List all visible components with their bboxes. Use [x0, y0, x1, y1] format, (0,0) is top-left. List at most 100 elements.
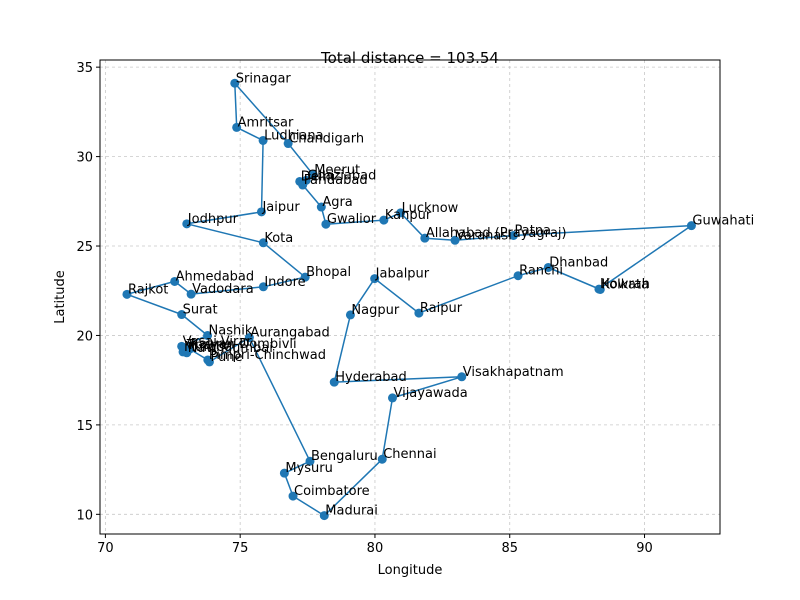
- y-tick-label: 30: [76, 151, 93, 166]
- city-point-bengaluru: [305, 456, 315, 466]
- city-point-varanasi: [450, 235, 460, 245]
- y-tick-label: 15: [76, 419, 93, 434]
- city-label-amritsar: Amritsar: [238, 115, 294, 130]
- city-label-guwahati: Guwahati: [692, 214, 754, 229]
- city-point-dhanbad: [543, 262, 553, 272]
- city-label-madurai: Madurai: [325, 504, 378, 519]
- city-point-raipur: [414, 308, 424, 318]
- city-label-bhopal: Bhopal: [306, 265, 351, 280]
- city-point-ranchi: [513, 271, 523, 281]
- city-label-kolkata: Kolkata: [601, 277, 649, 292]
- y-tick-label: 20: [76, 329, 93, 344]
- city-label-bengaluru: Bengaluru: [311, 449, 378, 464]
- city-label-visakhapatnam: Visakhapatnam: [463, 365, 564, 380]
- city-point-gwalior: [321, 219, 331, 229]
- city-point-kanpur: [379, 215, 389, 225]
- city-point-guwahati: [686, 221, 696, 231]
- city-point-lucknow: [396, 208, 406, 218]
- city-point-pune: [204, 357, 214, 367]
- city-point-srinagar: [230, 78, 240, 88]
- x-tick-label: 90: [636, 541, 653, 556]
- city-label-indore: Indore: [264, 275, 305, 290]
- city-label-nashik: Nashik: [209, 323, 253, 338]
- city-label-mumbai: Mumbai: [184, 340, 236, 355]
- city-label-lucknow: Lucknow: [402, 201, 459, 216]
- city-point-visakhapatnam: [457, 372, 467, 382]
- plot-frame: [99, 59, 721, 535]
- city-label-rajkot: Rajkot: [128, 282, 168, 297]
- city-point-howrah: [594, 284, 604, 294]
- city-point-agra: [316, 202, 326, 212]
- city-point-vijayawada: [387, 393, 397, 403]
- city-label-coimbatore: Coimbatore: [294, 484, 370, 499]
- city-label-allahabad-prayagraj: Allahabad (Prayagraj): [426, 226, 567, 241]
- city-label-kota: Kota: [264, 231, 293, 246]
- y-axis-label: Latitude: [53, 270, 68, 324]
- city-point-vadodara: [186, 289, 196, 299]
- city-point-kota: [258, 238, 268, 248]
- city-label-vasai-virar: Vasai-Virar: [183, 334, 253, 349]
- city-point-ludhiana: [258, 135, 268, 145]
- city-point-aurangabad: [244, 333, 254, 343]
- city-label-jodhpur: Jodhpur: [187, 212, 239, 227]
- x-tick-label: 70: [97, 541, 114, 556]
- city-point-mysuru: [279, 468, 289, 478]
- city-label-dhanbad: Dhanbad: [549, 255, 608, 270]
- city-point-bhopal: [300, 272, 310, 282]
- points: [122, 78, 696, 521]
- city-label-ludhiana: Ludhiana: [264, 128, 324, 143]
- city-point-coimbatore: [288, 491, 298, 501]
- city-label-agra: Agra: [322, 195, 352, 210]
- y-tick-label: 10: [76, 508, 93, 523]
- city-label-ranchi: Ranchi: [519, 264, 563, 279]
- city-label-faridabad: Faridabad: [304, 173, 368, 188]
- x-tick-label: 80: [367, 541, 384, 556]
- city-point-ahmedabad: [170, 276, 180, 286]
- city-point-madurai: [319, 511, 329, 521]
- city-label-delhi: Delhi: [301, 169, 334, 184]
- city-label-jaipur: Jaipur: [261, 200, 300, 215]
- city-point-nagpur: [345, 310, 355, 320]
- city-label-meerut: Meerut: [314, 163, 360, 178]
- city-label-howrah: Howrah: [600, 277, 650, 292]
- city-label-ghaziabad: Ghaziabad: [307, 168, 376, 183]
- city-point-indore: [258, 282, 268, 292]
- city-point-jodhpur: [182, 219, 192, 229]
- city-label-vadodara: Vadodara: [192, 282, 254, 297]
- city-label-jabalpur: Jabalpur: [375, 267, 430, 282]
- city-point-chennai: [377, 454, 387, 464]
- city-point-patna: [509, 230, 519, 240]
- city-point-chandigarh: [283, 139, 293, 149]
- city-point-rajkot: [122, 289, 132, 299]
- x-tick-label: 75: [232, 541, 249, 556]
- city-label-navi-mumbai: Navi Mumbai: [188, 341, 273, 356]
- city-point-surat: [177, 310, 187, 320]
- city-label-mysuru: Mysuru: [285, 461, 333, 476]
- city-label-gwalior: Gwalior: [327, 212, 377, 227]
- city-label-patna: Patna: [515, 223, 552, 238]
- axes-ticks: 70 75 80 85 90 10 15 20 25 30 35: [76, 61, 652, 556]
- city-point-jabalpur: [370, 274, 380, 284]
- grid: [100, 60, 720, 534]
- city-point-ghaziabad: [301, 175, 311, 185]
- city-label-kanpur: Kanpur: [385, 208, 432, 223]
- city-label-raipur: Raipur: [420, 301, 463, 316]
- city-label-chandigarh: Chandigarh: [289, 132, 364, 147]
- city-label-chennai: Chennai: [383, 447, 436, 462]
- x-axis-label: Longitude: [378, 563, 443, 578]
- city-point-amritsar: [232, 122, 242, 132]
- city-point-hyderabad: [329, 377, 339, 387]
- x-tick-label: 85: [501, 541, 518, 556]
- city-label-ahmedabad: Ahmedabad: [176, 269, 254, 284]
- city-point-jaipur: [256, 207, 266, 217]
- city-label-varanasi: Varanasi: [456, 228, 512, 243]
- city-label-surat: Surat: [183, 303, 218, 318]
- y-tick-label: 35: [76, 61, 93, 76]
- city-label-pune: Pune: [210, 350, 242, 365]
- chart-title: Total distance = 103.54: [320, 49, 499, 67]
- city-label-hyderabad: Hyderabad: [335, 370, 407, 385]
- city-point-nashik: [203, 330, 213, 340]
